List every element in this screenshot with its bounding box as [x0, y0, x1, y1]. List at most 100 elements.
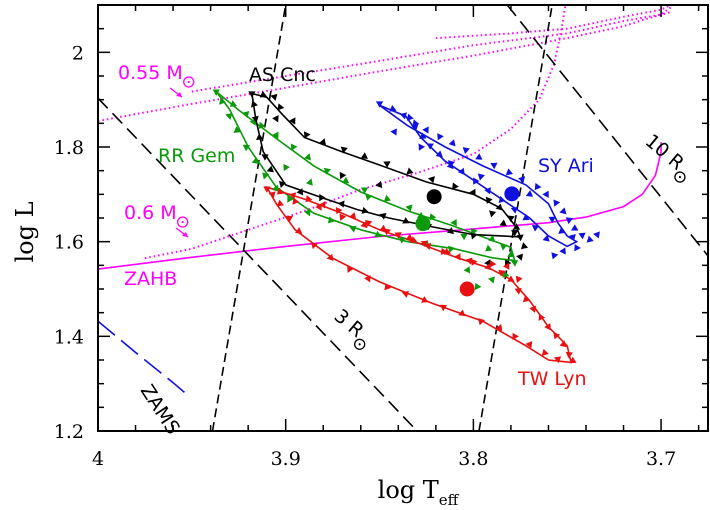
rr-gem-point	[225, 112, 233, 120]
tw-lyn-point	[484, 263, 492, 271]
tw-lyn-point	[394, 232, 402, 239]
solar-symbol-dot	[187, 80, 190, 84]
as-cnc-point	[485, 196, 493, 204]
annotation-label: TW Lyn	[517, 368, 587, 390]
rr-gem-point	[488, 235, 496, 243]
tw-lyn-point	[538, 313, 546, 321]
sy-ari-point	[390, 128, 397, 136]
rr-gem-point	[507, 250, 515, 258]
tw-lyn-point	[360, 221, 368, 229]
rr-gem-point	[287, 195, 294, 203]
sy-ari-point	[525, 190, 534, 197]
as-cnc-point	[427, 176, 435, 184]
annotation-sy-ari: SY Ari	[538, 155, 594, 177]
as-cnc-point	[510, 230, 519, 237]
annotation-10-r: 10 R	[641, 130, 688, 183]
rr-gem-point	[272, 131, 279, 139]
tw-lyn-point	[458, 309, 466, 317]
rr-gem-point	[242, 110, 250, 118]
tw-lyn-point	[276, 199, 284, 207]
annotation-label: 3 R	[330, 305, 368, 342]
arrow-head-icon	[182, 232, 188, 237]
as-cnc-point	[402, 217, 410, 224]
as-cnc-point	[251, 100, 258, 108]
as-cnc-point	[499, 219, 507, 227]
sy-ari-point	[399, 112, 407, 120]
tw-lyn-point	[365, 219, 373, 227]
tw-lyn-point	[454, 253, 461, 261]
solar-symbol-icon	[674, 171, 686, 183]
solar-symbol-icon	[177, 216, 189, 228]
x-tick-label: 4	[92, 448, 104, 470]
annotation-label: SY Ari	[538, 155, 594, 177]
as-cnc-point	[383, 161, 391, 168]
rr-gem-point	[500, 243, 508, 251]
as-cnc-point	[520, 242, 529, 250]
rr-gem-point	[405, 204, 413, 212]
tw-lyn-point	[294, 227, 303, 234]
tw-lyn-point	[541, 348, 549, 356]
solar-symbol-icon	[354, 338, 366, 350]
tw-lyn-point	[529, 305, 537, 313]
annotation-label: 0.55 M	[118, 62, 183, 84]
as-cnc-point	[251, 115, 259, 123]
x-tick-label: 3.9	[271, 448, 301, 470]
tw-lyn-point	[268, 191, 276, 199]
annotation-label: ZAMS	[136, 381, 184, 439]
tw-lyn-point	[285, 215, 294, 223]
sy-ari-point	[505, 168, 514, 176]
as-cnc-point	[303, 131, 311, 139]
tw-lyn-point	[440, 247, 448, 256]
tw-lyn-point	[276, 187, 284, 195]
y-tick-label: 1.2	[54, 421, 84, 443]
sy-ari-point	[571, 224, 579, 231]
as-cnc-point	[379, 212, 387, 220]
tw-lyn-point	[498, 269, 506, 277]
rr-gem-point	[327, 216, 335, 224]
rr-gem-point	[349, 225, 357, 233]
tw-lyn-point	[383, 228, 392, 236]
rr-gem-point	[463, 266, 471, 274]
as-cnc-point	[266, 165, 274, 173]
tw-lyn-point	[319, 201, 326, 209]
tw-lyn-point	[349, 212, 357, 220]
as-cnc-point	[452, 182, 459, 190]
as-cnc-point	[261, 154, 269, 161]
tw-lyn-point	[339, 213, 347, 221]
sy-ari-point	[559, 247, 566, 255]
sy-ari-point	[553, 199, 561, 207]
sy-ari-point	[534, 182, 542, 191]
as-cnc-point	[406, 167, 414, 175]
x-axis-title: log Teff	[378, 476, 460, 509]
y-tick-label: 1.8	[54, 137, 84, 159]
curve-0-55-b	[191, 6, 672, 93]
as-cnc-track	[250, 92, 522, 238]
tw-lyn-point	[326, 253, 334, 261]
sy-ari-point	[475, 153, 483, 160]
sy-ari-point	[542, 234, 550, 242]
as-cnc-point	[319, 138, 327, 146]
tw-lyn-point	[515, 275, 523, 283]
sy-ari-point	[422, 126, 429, 134]
mean-points	[415, 186, 520, 297]
sy-ari-point	[542, 190, 549, 198]
tw-lyn-point	[553, 332, 561, 340]
sy-ari-point	[446, 161, 454, 170]
tw-lyn-point	[565, 351, 573, 359]
solar-symbol-dot	[181, 220, 184, 224]
axis-ticks: 4 3.9 3.8 3.7 1.2 1.4 1.6 1.8 2	[54, 4, 708, 470]
x-tick-label: 3.8	[458, 448, 488, 470]
tw-lyn-point	[477, 318, 485, 326]
sy-ari-point	[412, 119, 420, 127]
tw-lyn-point	[292, 197, 300, 205]
rr-gem-point	[448, 245, 455, 253]
tw-lyn-point	[439, 304, 448, 312]
curve-0-55	[98, 11, 671, 122]
as-cnc-point	[270, 93, 278, 101]
rr-gem-point	[450, 219, 457, 227]
tw-lyn-point	[553, 356, 562, 364]
tw-lyn-point	[569, 356, 577, 364]
annotation-label: ZAHB	[124, 268, 177, 290]
rr-gem-point	[360, 187, 369, 194]
